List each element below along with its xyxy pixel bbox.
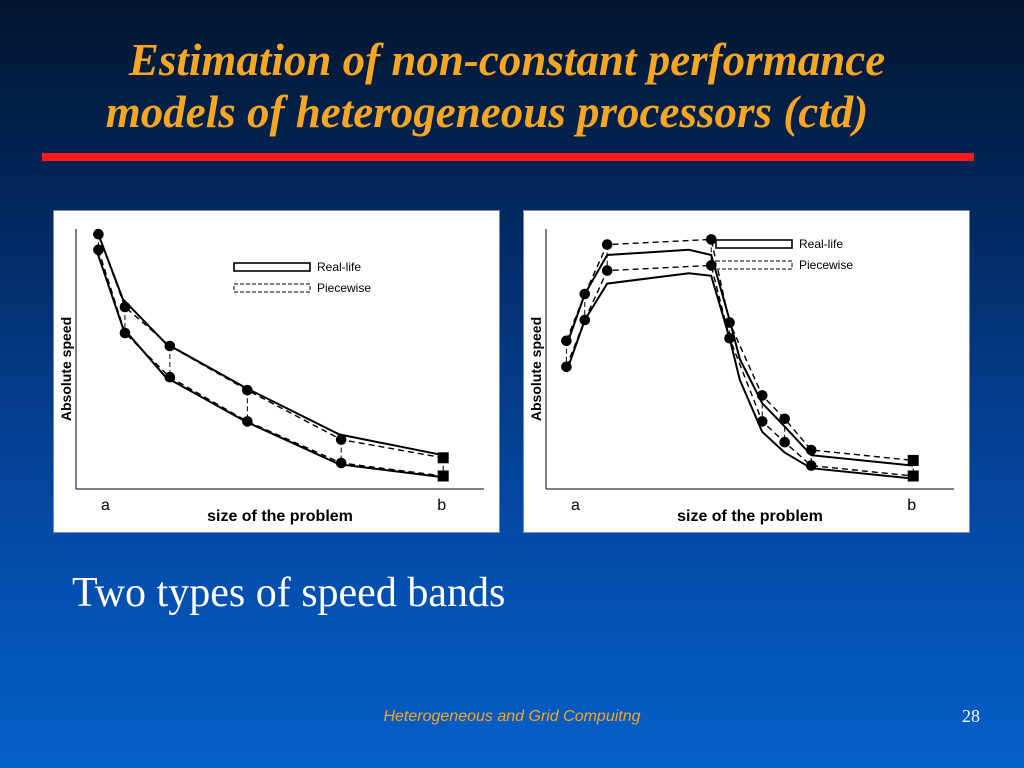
data-point xyxy=(242,384,253,396)
data-point xyxy=(119,327,131,339)
x-tick-label-b: b xyxy=(907,497,916,514)
speed-band-chart-2: Real-life Piecewise a b size of the problem A… xyxy=(528,229,954,525)
x-tick-label-b: b xyxy=(437,497,446,514)
y-axis-title: Absolute speed xyxy=(528,317,544,421)
data-point xyxy=(335,457,347,469)
data-point xyxy=(756,416,768,427)
legend-swatch-real-life xyxy=(233,262,311,272)
data-point xyxy=(561,335,572,347)
page-number: 28 xyxy=(962,706,980,726)
data-point xyxy=(119,301,131,313)
data-point xyxy=(242,416,253,427)
series-real-life-lower-line xyxy=(565,272,914,480)
chart-panel-2: Real-life Piecewise a b size of the problem A… xyxy=(523,210,970,533)
data-point-square xyxy=(907,454,919,466)
data-point-square xyxy=(437,470,449,482)
legend-label: Real-life xyxy=(799,237,843,251)
chart-panel-1: Real-life Piecewise a b size of the problem A… xyxy=(53,210,500,533)
legend-label: Piecewise xyxy=(317,281,371,295)
data-point-square xyxy=(437,452,449,464)
footer-text: Heterogeneous and Grid Compuitng xyxy=(383,708,641,725)
data-point xyxy=(601,239,613,250)
data-point xyxy=(579,288,591,300)
slide-title-line-2: models of heterogeneous processors (ctd) xyxy=(105,87,869,137)
data-point xyxy=(805,444,817,456)
data-point xyxy=(579,314,591,326)
slide-subtitle: Two types of speed bands xyxy=(72,570,506,616)
slide-title-line-1: Estimation of non-constant performance xyxy=(128,35,886,85)
data-point xyxy=(724,317,735,328)
series-real-life-upper-line xyxy=(95,228,444,457)
data-point xyxy=(705,260,717,271)
y-axis-title: Absolute speed xyxy=(58,317,74,421)
series-piecewise-upper-line xyxy=(97,233,444,459)
legend-swatch-piecewise xyxy=(715,260,793,270)
legend-label: Piecewise xyxy=(799,258,853,272)
series-real-life-lower-line xyxy=(95,249,444,479)
x-axis-title: size of the problem xyxy=(207,508,353,525)
x-tick-label-a: a xyxy=(571,497,580,514)
data-point xyxy=(561,361,572,373)
data-point xyxy=(93,228,104,240)
data-point xyxy=(164,371,176,383)
speed-band-chart-1: Real-life Piecewise a b size of the problem A… xyxy=(58,228,484,525)
data-point xyxy=(705,234,717,245)
data-point xyxy=(779,413,790,425)
legend-label: Real-life xyxy=(317,260,361,274)
data-point xyxy=(756,390,768,401)
legend-swatch-piecewise xyxy=(233,283,311,293)
data-point xyxy=(335,434,347,445)
series-piecewise-upper-line xyxy=(565,238,914,462)
data-point xyxy=(93,244,104,256)
data-point xyxy=(779,436,790,448)
data-point xyxy=(164,340,176,352)
data-point xyxy=(601,265,613,276)
series-piecewise-lower-line xyxy=(565,264,914,477)
title-underline-rule xyxy=(42,153,974,161)
data-point-square xyxy=(907,470,919,482)
series-piecewise-lower-line xyxy=(97,249,444,477)
data-point xyxy=(805,460,817,471)
legend-swatch-real-life xyxy=(715,239,793,249)
x-axis-title: size of the problem xyxy=(677,508,823,525)
slide-title: Estimation of non-constant performance m… xyxy=(0,34,1024,138)
x-tick-label-a: a xyxy=(101,497,110,514)
data-point xyxy=(724,332,735,344)
